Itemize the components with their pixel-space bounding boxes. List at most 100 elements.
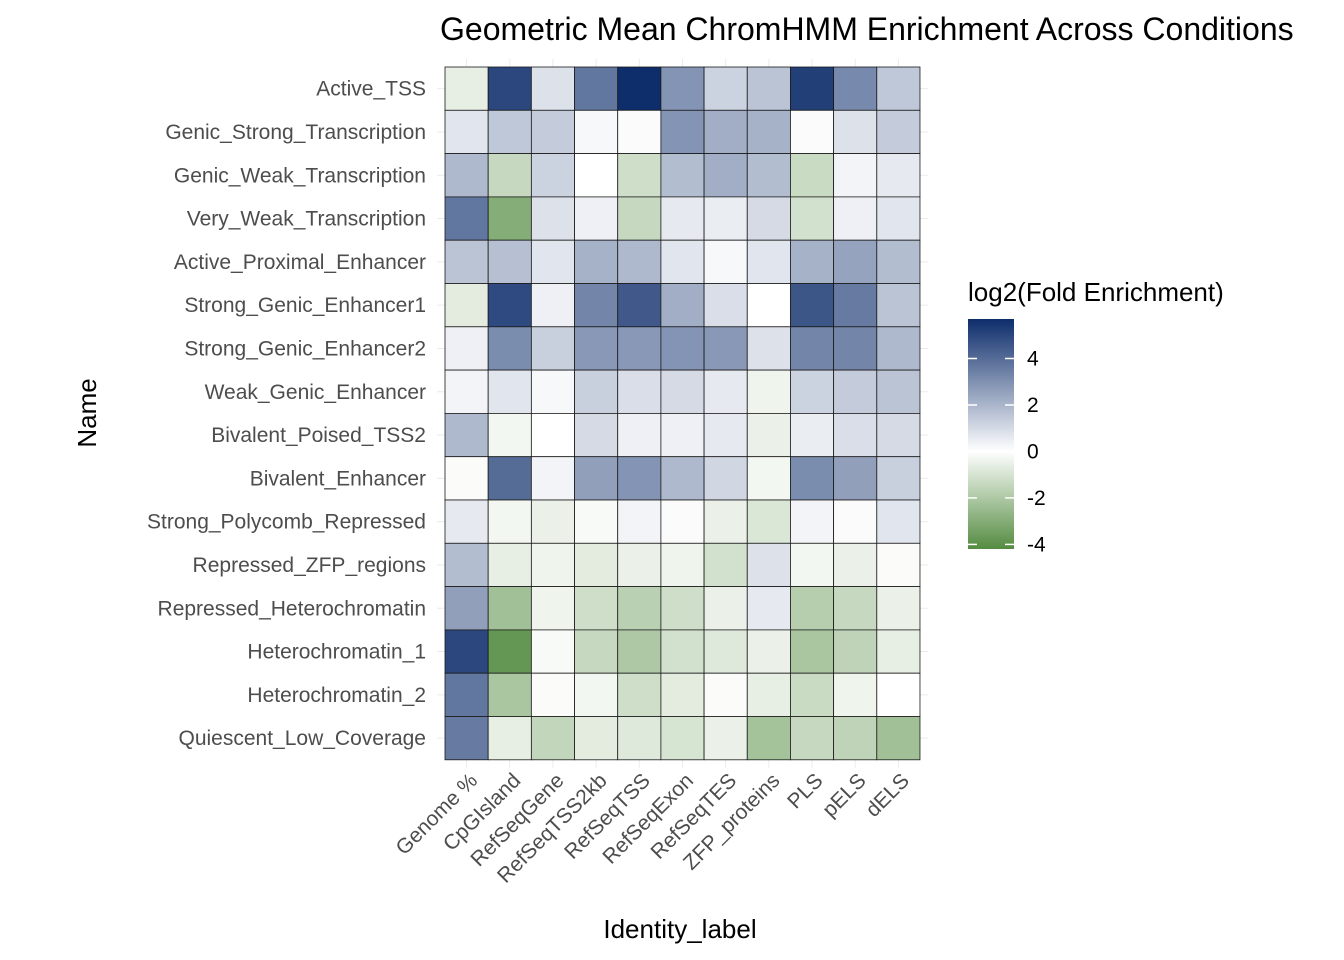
heatmap-cell — [487, 326, 532, 371]
colorbar-tick-label: 0 — [1027, 440, 1039, 463]
heatmap-cell — [530, 153, 575, 198]
heatmap-cell — [487, 196, 532, 241]
heatmap-cell — [617, 153, 662, 198]
heatmap-cell — [876, 153, 921, 198]
legend: log2(Fold Enrichment) 4 2 0 -2 -4 — [968, 277, 1224, 556]
heatmap-cell — [444, 326, 489, 371]
heatmap-cell — [444, 629, 489, 674]
heatmap-cell — [746, 629, 791, 674]
heatmap-cell — [876, 369, 921, 414]
heatmap-cell — [833, 629, 878, 674]
heatmap-cell — [660, 66, 705, 111]
heatmap-cell — [487, 239, 532, 284]
heatmap-cell — [833, 109, 878, 155]
heatmap-cell — [487, 499, 532, 544]
heatmap-cell — [746, 109, 791, 155]
heatmap-cell — [876, 283, 921, 328]
heatmap-cell — [530, 369, 575, 414]
heatmap-cell — [574, 283, 619, 328]
heatmap-cell — [530, 66, 575, 111]
heatmap-cell — [617, 586, 662, 631]
heatmap-cell — [746, 153, 791, 198]
heatmap-cell — [746, 456, 791, 501]
heatmap-cell — [574, 412, 619, 458]
heatmap-cell — [574, 586, 619, 631]
heatmap-cell — [617, 456, 662, 501]
heatmap-cell — [790, 542, 835, 587]
y-tick-label: Strong_Genic_Enhancer1 — [184, 294, 426, 317]
heatmap-cell — [617, 326, 662, 371]
heatmap-cell — [660, 586, 705, 631]
y-tick-label: Heterochromatin_2 — [247, 684, 426, 707]
heatmap-cells — [444, 66, 921, 761]
heatmap-cell — [790, 196, 835, 241]
heatmap-cell — [876, 499, 921, 544]
heatmap-cell — [833, 542, 878, 587]
heatmap-cell — [703, 716, 748, 761]
heatmap-cell — [876, 196, 921, 241]
heatmap-cell — [487, 586, 532, 631]
heatmap-cell — [703, 239, 748, 284]
heatmap-cell — [617, 283, 662, 328]
heatmap-cell — [703, 672, 748, 717]
heatmap-cell — [876, 672, 921, 717]
colorbar — [968, 319, 1014, 549]
heatmap-cell — [660, 369, 705, 414]
heatmap-cell — [444, 239, 489, 284]
heatmap-cell — [574, 499, 619, 544]
heatmap-cell — [487, 672, 532, 717]
heatmap-cell — [574, 369, 619, 414]
y-tick-label: Active_TSS — [316, 78, 426, 101]
colorbar-tick-label: -2 — [1027, 487, 1046, 510]
x-tick-label: dELS — [861, 769, 914, 822]
heatmap-cell — [574, 326, 619, 371]
y-tick-labels: Active_TSS Genic_Strong_Transcription Geni… — [147, 78, 426, 750]
heatmap-cell — [703, 153, 748, 198]
heatmap-cell — [790, 672, 835, 717]
heatmap-cell — [574, 196, 619, 241]
heatmap-cell — [487, 66, 532, 111]
heatmap-cell — [487, 542, 532, 587]
heatmap-cell — [790, 499, 835, 544]
heatmap-cell — [444, 672, 489, 717]
heatmap-cell — [833, 672, 878, 717]
y-tick-label: Strong_Polycomb_Repressed — [147, 511, 426, 534]
heatmap-cell — [530, 196, 575, 241]
heatmap-cell — [876, 542, 921, 587]
colorbar-tick-label: -4 — [1027, 533, 1046, 556]
heatmap-cell — [530, 499, 575, 544]
heatmap-cell — [530, 716, 575, 761]
heatmap-cell — [746, 196, 791, 241]
heatmap-cell — [790, 109, 835, 155]
heatmap-cell — [487, 629, 532, 674]
heatmap-cell — [876, 412, 921, 458]
heatmap-cell — [574, 456, 619, 501]
heatmap-cell — [746, 672, 791, 717]
heatmap-cell — [833, 283, 878, 328]
heatmap-cell — [833, 499, 878, 544]
heatmap-cell — [790, 586, 835, 631]
heatmap-cell — [617, 672, 662, 717]
heatmap-cell — [703, 369, 748, 414]
heatmap-cell — [487, 369, 532, 414]
heatmap-cell — [790, 629, 835, 674]
heatmap-cell — [703, 542, 748, 587]
heatmap-cell — [617, 239, 662, 284]
heatmap-cell — [574, 153, 619, 198]
heatmap-cell — [660, 716, 705, 761]
heatmap-cell — [530, 586, 575, 631]
heatmap-cell — [703, 109, 748, 155]
heatmap-cell — [660, 456, 705, 501]
heatmap-cell — [833, 153, 878, 198]
heatmap-cell — [444, 283, 489, 328]
heatmap-cell — [790, 153, 835, 198]
heatmap-cell — [746, 499, 791, 544]
heatmap-cell — [660, 326, 705, 371]
heatmap-cell — [487, 412, 532, 458]
heatmap-cell — [746, 66, 791, 111]
y-tick-label: Repressed_Heterochromatin — [158, 597, 426, 620]
heatmap-cell — [487, 109, 532, 155]
heatmap-cell — [833, 66, 878, 111]
colorbar-ticks: 4 2 0 -2 -4 — [968, 348, 1046, 556]
